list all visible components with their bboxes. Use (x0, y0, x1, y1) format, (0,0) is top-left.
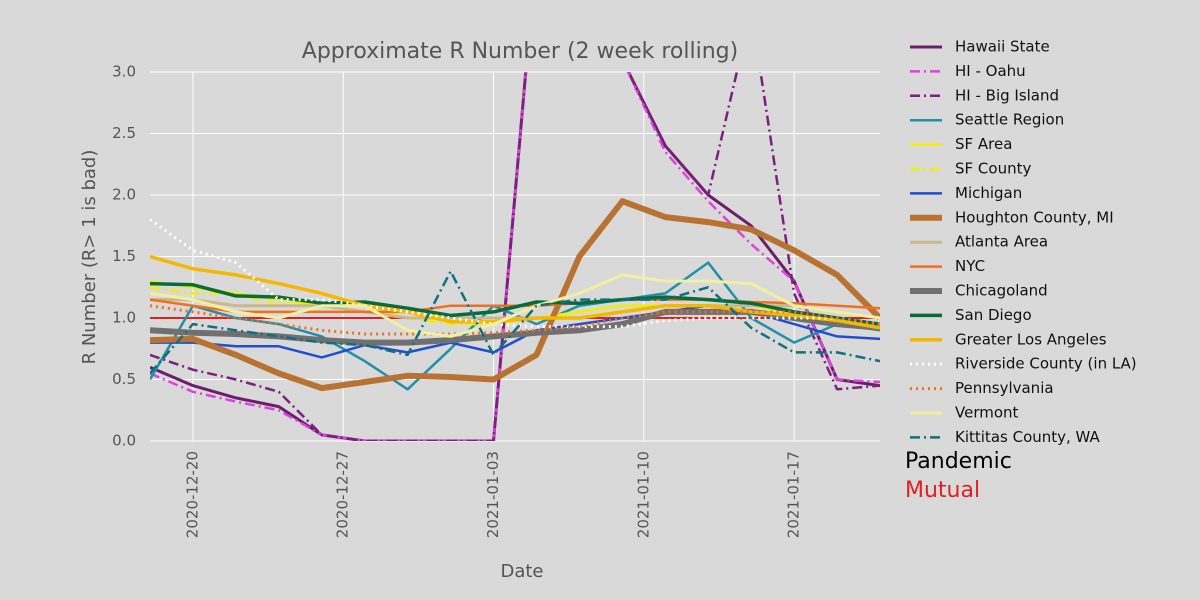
series-line (150, 198, 880, 392)
y-tick-label: 1.0 (112, 309, 136, 327)
legend-label: SF County (955, 160, 1031, 178)
y-tick-label: 2.0 (112, 186, 136, 204)
y-axis-label: R Number (R> 1 is bad) (79, 150, 100, 365)
y-tick-label: 2.5 (112, 124, 136, 142)
legend-label: San Diego (955, 306, 1032, 324)
legend-label: HI - Big Island (955, 86, 1059, 104)
legend-label: Michigan (955, 184, 1022, 202)
x-tick-label: 2020-12-27 (334, 451, 352, 538)
legend-label: NYC (955, 257, 985, 275)
x-tick-label: 2021-01-03 (484, 451, 502, 538)
x-tick-label: 2021-01-17 (785, 451, 803, 538)
series-line (150, 72, 880, 441)
series-line (150, 254, 880, 330)
y-tick-label: 1.5 (112, 247, 136, 265)
series-line (150, 218, 880, 329)
legend-label: Houghton County, MI (955, 208, 1114, 226)
legend-label: Kittitas County, WA (955, 428, 1101, 446)
brand-text: Pandemic (905, 449, 1012, 474)
series-line (150, 270, 880, 375)
y-tick-label: 0.0 (112, 432, 136, 450)
brand-text: Mutual (905, 478, 980, 503)
legend-label: Atlanta Area (955, 233, 1048, 251)
x-tick-label: 2020-12-20 (183, 451, 201, 538)
legend-label: Chicagoland (955, 282, 1048, 300)
legend-label: Riverside County (in LA) (955, 355, 1137, 373)
y-tick-label: 3.0 (112, 63, 136, 81)
chart-title: Approximate R Number (2 week rolling) (302, 39, 738, 64)
legend-label: Greater Los Angeles (955, 330, 1107, 348)
x-axis-label: Date (500, 561, 543, 582)
legend-label: HI - Oahu (955, 62, 1026, 80)
legend-label: Vermont (955, 404, 1019, 422)
plot-lines (150, 72, 880, 441)
legend-label: SF Area (955, 135, 1012, 153)
legend-label: Hawaii State (955, 38, 1050, 56)
series-line (150, 281, 880, 326)
legend-label: Seattle Region (955, 111, 1064, 129)
legend-label: Pennsylvania (955, 379, 1054, 397)
series-line (150, 273, 880, 338)
x-tick-label: 2021-01-10 (634, 451, 652, 538)
y-tick-label: 0.5 (112, 370, 136, 388)
